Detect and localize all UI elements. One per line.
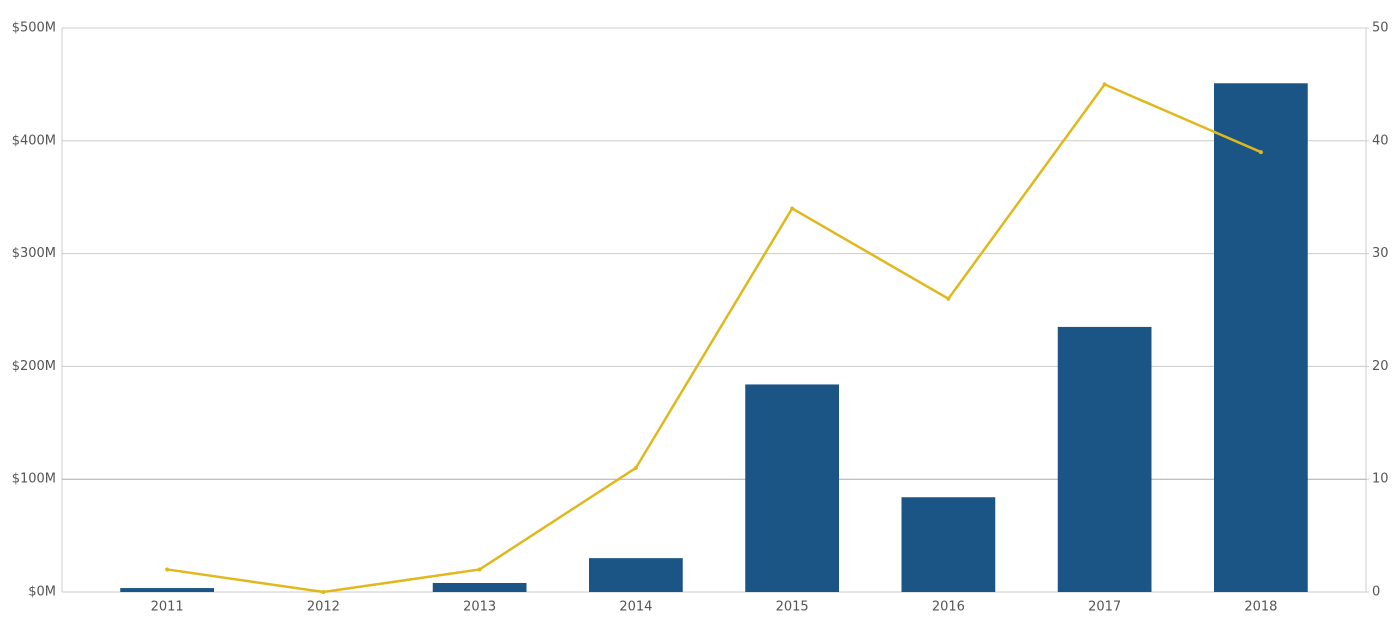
line-point: [477, 567, 482, 572]
bar: [1214, 83, 1308, 592]
bar: [901, 497, 996, 592]
bar: [1057, 326, 1152, 592]
y2-tick-label: 30: [1372, 246, 1389, 261]
y-tick-label: $400M: [12, 133, 56, 148]
x-tick-label: 2013: [463, 600, 496, 615]
line-point: [321, 590, 326, 594]
y-tick-label: $100M: [12, 472, 56, 487]
x-tick-label: 2011: [151, 600, 184, 615]
line-point: [633, 465, 638, 470]
x-tick-label: 2016: [932, 600, 965, 615]
bar: [745, 384, 839, 592]
y2-tick-label: 10: [1372, 472, 1389, 487]
line-point: [165, 567, 170, 572]
x-tick-label: 2014: [619, 600, 652, 615]
x-tick-label: 2012: [307, 600, 340, 615]
line-point: [946, 296, 951, 301]
y2-tick-label: 20: [1372, 359, 1389, 374]
y-tick-label: $300M: [12, 246, 56, 261]
bar: [120, 588, 214, 592]
y2-tick-label: 0: [1372, 585, 1380, 600]
y2-tick-label: 40: [1372, 133, 1389, 148]
y-tick-label: $0M: [28, 585, 56, 600]
x-tick-label: 2015: [776, 600, 809, 615]
line-point: [1258, 150, 1263, 155]
line-point: [790, 206, 795, 211]
line-point: [1102, 82, 1107, 87]
bar: [589, 558, 683, 592]
line: [166, 82, 1262, 594]
bar: [432, 582, 527, 592]
x-tick-label: 2018: [1244, 600, 1277, 615]
y-tick-label: $500M: [12, 21, 56, 36]
x-tick-label: 2017: [1088, 600, 1121, 615]
y-tick-label: $200M: [12, 359, 56, 374]
y2-tick-label: 50: [1372, 21, 1389, 36]
